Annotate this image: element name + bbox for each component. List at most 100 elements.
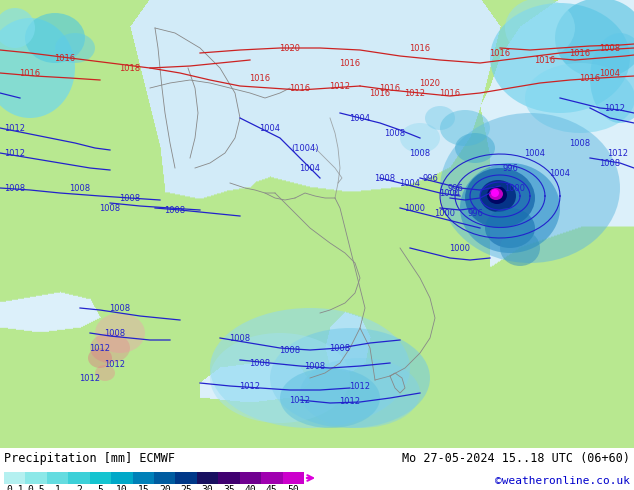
Text: 1008: 1008	[569, 139, 590, 147]
Text: 1016: 1016	[534, 55, 555, 65]
Text: 1016: 1016	[20, 69, 41, 77]
Text: 1008: 1008	[100, 203, 120, 213]
Text: 0.5: 0.5	[27, 485, 45, 490]
Text: 1000: 1000	[404, 203, 425, 213]
Text: 1008: 1008	[249, 359, 271, 368]
Ellipse shape	[0, 18, 75, 118]
Bar	[283, 472, 304, 484]
Text: 1008: 1008	[599, 158, 621, 168]
Bar	[47, 472, 68, 484]
Text: 30: 30	[202, 485, 214, 490]
Ellipse shape	[500, 230, 540, 266]
Bar	[154, 472, 176, 484]
Text: 1012: 1012	[240, 382, 261, 391]
Bar	[90, 472, 111, 484]
Text: 1008: 1008	[375, 173, 396, 182]
Text: ©weatheronline.co.uk: ©weatheronline.co.uk	[495, 476, 630, 486]
Ellipse shape	[400, 123, 440, 153]
Text: 996: 996	[447, 183, 463, 193]
Text: 1008: 1008	[599, 44, 621, 52]
Text: 0.1: 0.1	[6, 485, 23, 490]
Text: 1012: 1012	[404, 89, 425, 98]
Text: 1008: 1008	[230, 334, 250, 343]
Ellipse shape	[95, 365, 115, 381]
Text: 20: 20	[159, 485, 171, 490]
Text: 10: 10	[116, 485, 127, 490]
Ellipse shape	[480, 180, 516, 212]
Text: 1016: 1016	[579, 74, 600, 82]
Bar	[176, 472, 197, 484]
Ellipse shape	[90, 333, 130, 363]
Text: 1004: 1004	[600, 69, 621, 77]
Text: 1016: 1016	[489, 49, 510, 57]
Text: 1008: 1008	[384, 128, 406, 138]
Text: 1012: 1012	[604, 103, 626, 113]
Text: 1016: 1016	[410, 44, 430, 52]
Text: 1012: 1012	[339, 396, 361, 406]
Text: 1004: 1004	[524, 148, 545, 157]
Text: 1012: 1012	[607, 148, 628, 157]
Text: 1000: 1000	[450, 244, 470, 252]
Ellipse shape	[55, 33, 95, 63]
Ellipse shape	[0, 8, 35, 48]
Text: 45: 45	[266, 485, 278, 490]
Bar	[68, 472, 90, 484]
Text: 1012: 1012	[89, 343, 110, 352]
Ellipse shape	[490, 3, 630, 113]
Bar	[111, 472, 133, 484]
Ellipse shape	[460, 163, 560, 253]
Text: 1018: 1018	[119, 64, 141, 73]
Text: 1004: 1004	[259, 123, 280, 132]
Ellipse shape	[491, 189, 499, 197]
Text: 1012: 1012	[330, 81, 351, 91]
Text: (1004): (1004)	[291, 144, 319, 152]
Ellipse shape	[270, 328, 430, 428]
Text: 1008: 1008	[105, 328, 126, 338]
Text: 1008: 1008	[119, 194, 141, 202]
Ellipse shape	[455, 133, 495, 163]
Text: 1012: 1012	[4, 123, 25, 132]
Ellipse shape	[590, 33, 634, 123]
Text: 1008: 1008	[410, 148, 430, 157]
Text: 40: 40	[245, 485, 256, 490]
Text: 996: 996	[422, 173, 438, 182]
Text: 1008: 1008	[110, 303, 131, 313]
Ellipse shape	[487, 186, 507, 204]
Text: 1016: 1016	[439, 89, 460, 98]
Ellipse shape	[25, 13, 85, 63]
Ellipse shape	[525, 63, 634, 133]
Text: 1020: 1020	[280, 44, 301, 52]
Text: 1004: 1004	[299, 164, 321, 172]
Text: 1016: 1016	[339, 58, 361, 68]
Text: 1004: 1004	[349, 114, 370, 122]
Bar	[25, 472, 47, 484]
Text: 1020: 1020	[420, 78, 441, 88]
Ellipse shape	[440, 110, 490, 146]
Text: 50: 50	[287, 485, 299, 490]
Ellipse shape	[485, 208, 535, 248]
Ellipse shape	[88, 348, 112, 368]
Text: 1008: 1008	[4, 183, 25, 193]
Text: 5: 5	[98, 485, 103, 490]
Ellipse shape	[555, 0, 634, 78]
Text: 1012: 1012	[349, 382, 370, 391]
Ellipse shape	[425, 106, 455, 130]
Text: 1: 1	[55, 485, 60, 490]
Text: 996: 996	[467, 209, 483, 218]
Text: 1008: 1008	[280, 345, 301, 354]
Text: 1012: 1012	[4, 148, 25, 157]
Text: Precipitation [mm] ECMWF: Precipitation [mm] ECMWF	[4, 452, 175, 465]
Bar	[197, 472, 218, 484]
Ellipse shape	[440, 113, 620, 263]
Text: 15: 15	[138, 485, 149, 490]
Text: 1000: 1000	[505, 183, 526, 193]
Text: 1008: 1008	[164, 205, 186, 215]
Text: 1008: 1008	[330, 343, 351, 352]
Text: 1016: 1016	[370, 89, 391, 98]
Bar	[218, 472, 240, 484]
Text: 1016: 1016	[379, 83, 401, 93]
Text: 1004: 1004	[439, 189, 460, 197]
Text: 1016: 1016	[569, 49, 590, 57]
Bar	[4, 472, 25, 484]
Text: 2: 2	[76, 485, 82, 490]
